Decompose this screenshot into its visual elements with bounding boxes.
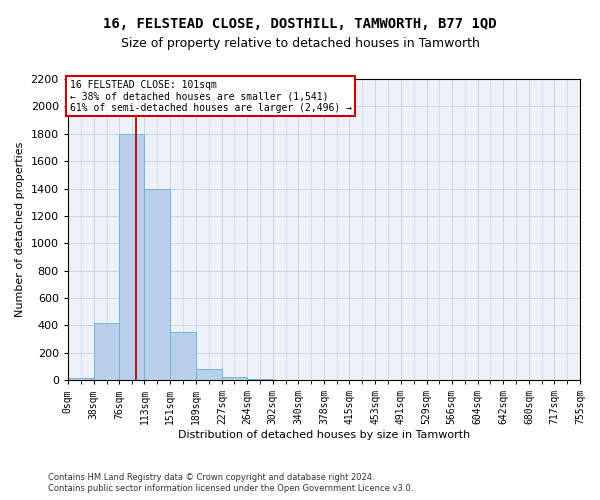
Bar xyxy=(196,369,222,380)
Bar xyxy=(170,332,196,380)
Y-axis label: Number of detached properties: Number of detached properties xyxy=(15,142,25,318)
Text: 16 FELSTEAD CLOSE: 101sqm
← 38% of detached houses are smaller (1,541)
61% of se: 16 FELSTEAD CLOSE: 101sqm ← 38% of detac… xyxy=(70,80,352,113)
Bar xyxy=(68,378,94,380)
Text: Contains public sector information licensed under the Open Government Licence v3: Contains public sector information licen… xyxy=(48,484,413,493)
Text: 16, FELSTEAD CLOSE, DOSTHILL, TAMWORTH, B77 1QD: 16, FELSTEAD CLOSE, DOSTHILL, TAMWORTH, … xyxy=(103,18,497,32)
Bar xyxy=(94,322,119,380)
Text: Size of property relative to detached houses in Tamworth: Size of property relative to detached ho… xyxy=(121,38,479,51)
Bar xyxy=(119,134,145,380)
Text: Contains HM Land Registry data © Crown copyright and database right 2024.: Contains HM Land Registry data © Crown c… xyxy=(48,472,374,482)
Bar xyxy=(222,376,247,380)
Bar xyxy=(145,188,170,380)
X-axis label: Distribution of detached houses by size in Tamworth: Distribution of detached houses by size … xyxy=(178,430,470,440)
